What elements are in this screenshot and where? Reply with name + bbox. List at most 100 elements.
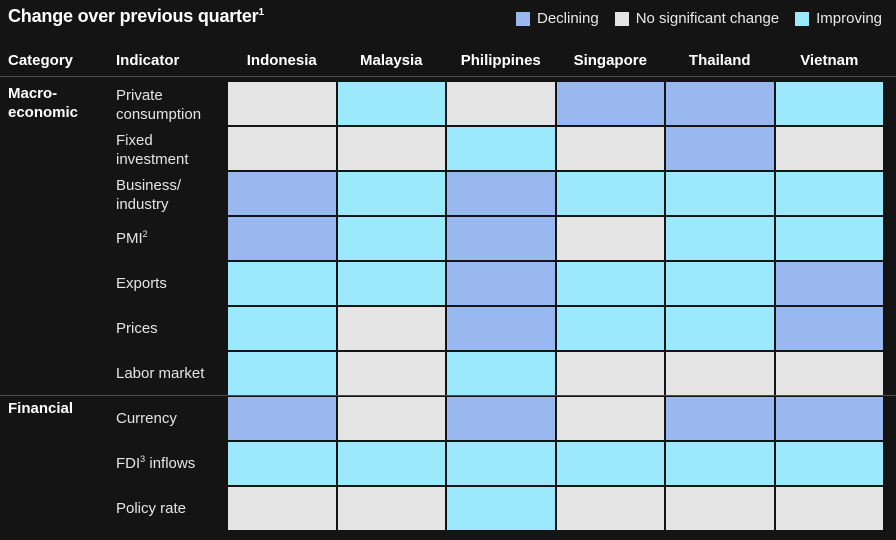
heatmap-cell (447, 307, 555, 350)
heatmap-cell (337, 307, 445, 350)
indicator-label: Currency (116, 409, 226, 428)
indicator-text: Business/ industry (116, 177, 182, 213)
heatmap-cell (447, 487, 555, 530)
heatmap-cell (228, 397, 336, 440)
heatmap-cell (337, 442, 445, 485)
indicator-label: Prices (116, 319, 226, 338)
heatmap-cell (447, 217, 555, 260)
legend-item: No significant change (614, 10, 780, 27)
heatmap-cell (447, 127, 555, 170)
heatmap-cell (775, 82, 883, 125)
indicator-text: PMI (116, 230, 143, 247)
heatmap-cell (228, 217, 336, 260)
heatmap-cell (556, 352, 664, 395)
country-header: Vietnam (800, 52, 859, 69)
heatmap-cell (228, 442, 336, 485)
heatmap-cell (556, 262, 664, 305)
heatmap-cell (556, 307, 664, 350)
legend-swatch (614, 11, 629, 26)
heatmap-cell (775, 352, 883, 395)
heatmap-cell (556, 442, 664, 485)
heatmap-cell (447, 262, 555, 305)
heatmap-cell (666, 442, 774, 485)
chart-title: Change over previous quarter1 (8, 6, 264, 26)
heatmap-cell (666, 307, 774, 350)
heatmap-cell (337, 82, 445, 125)
divider (0, 76, 896, 77)
heatmap-cell (666, 127, 774, 170)
heatmap-cell (337, 127, 445, 170)
country-header: Thailand (688, 52, 751, 69)
indicator-text: Prices (116, 320, 158, 337)
heatmap-cell (447, 172, 555, 215)
category-header: Category (8, 52, 74, 69)
heatmap-cell (775, 442, 883, 485)
heatmap-cell (556, 172, 664, 215)
heatmap-cell (666, 262, 774, 305)
heatmap-cell (666, 352, 774, 395)
heatmap-cell (337, 352, 445, 395)
country-header: Indonesia (246, 52, 317, 69)
indicator-text: Currency (116, 410, 177, 427)
indicator-label: Labor market (116, 364, 226, 383)
heatmap-cell (228, 262, 336, 305)
divider (0, 395, 896, 396)
heatmap-cell (556, 127, 664, 170)
footnote-marker: 2 (142, 229, 148, 239)
legend-label: No significant change (635, 10, 780, 27)
legend-item: Improving (795, 10, 882, 27)
heatmap-cell (666, 397, 774, 440)
heatmap-cell (775, 307, 883, 350)
indicator-text: Fixed investment (116, 132, 189, 168)
footnote-marker: 3 (140, 454, 146, 464)
heatmap-cell (228, 82, 336, 125)
heatmap-cell (228, 127, 336, 170)
heatmap-cell (447, 352, 555, 395)
indicator-label: Private consumption (116, 86, 226, 124)
heatmap-cell (556, 217, 664, 260)
legend-swatch (516, 11, 530, 26)
indicator-text: Policy rate (116, 500, 187, 517)
heatmap-cell (228, 172, 336, 215)
legend-label: Declining (537, 10, 599, 27)
heatmap-cell (666, 487, 774, 530)
legend: Declining No significant change Improving (500, 10, 882, 27)
legend-swatch (795, 11, 810, 26)
heatmap-cell (666, 217, 774, 260)
heatmap-cell (447, 82, 555, 125)
indicator-text: Exports (116, 275, 167, 292)
heatmap-cell (337, 217, 445, 260)
indicator-text: inflows (145, 455, 196, 472)
indicator-text: Labor market (116, 365, 205, 382)
heatmap-cell (556, 397, 664, 440)
indicator-text: FDI (116, 455, 141, 472)
indicator-header: Indicator (116, 52, 180, 69)
indicator-label: Exports (116, 274, 226, 293)
indicator-label: FDI3 inflows (116, 454, 226, 473)
category-label: Financial (8, 400, 74, 417)
heatmap-cell (337, 397, 445, 440)
heatmap-cell (337, 172, 445, 215)
country-header: Philippines (460, 52, 541, 69)
heatmap-cell (775, 262, 883, 305)
heatmap-cell (228, 352, 336, 395)
indicator-label: Policy rate (116, 499, 226, 518)
heatmap-cell (228, 487, 336, 530)
heatmap-cell (447, 442, 555, 485)
heatmap-cell (337, 262, 445, 305)
heatmap-cell (775, 172, 883, 215)
indicator-label: Business/ industry (116, 176, 226, 214)
country-header: Malaysia (359, 52, 423, 69)
heatmap-cell (775, 217, 883, 260)
indicator-label: PMI2 (116, 229, 226, 248)
category-label: Macro- economic (8, 85, 79, 121)
heatmap-cell (775, 487, 883, 530)
heatmap-cell (775, 397, 883, 440)
heatmap-cell (447, 397, 555, 440)
heatmap-cell (666, 172, 774, 215)
heatmap-cell (556, 487, 664, 530)
heatmap-cell (337, 487, 445, 530)
legend-item: Declining (516, 10, 599, 27)
heatmap-cell (666, 82, 774, 125)
legend-label: Improving (816, 10, 882, 27)
